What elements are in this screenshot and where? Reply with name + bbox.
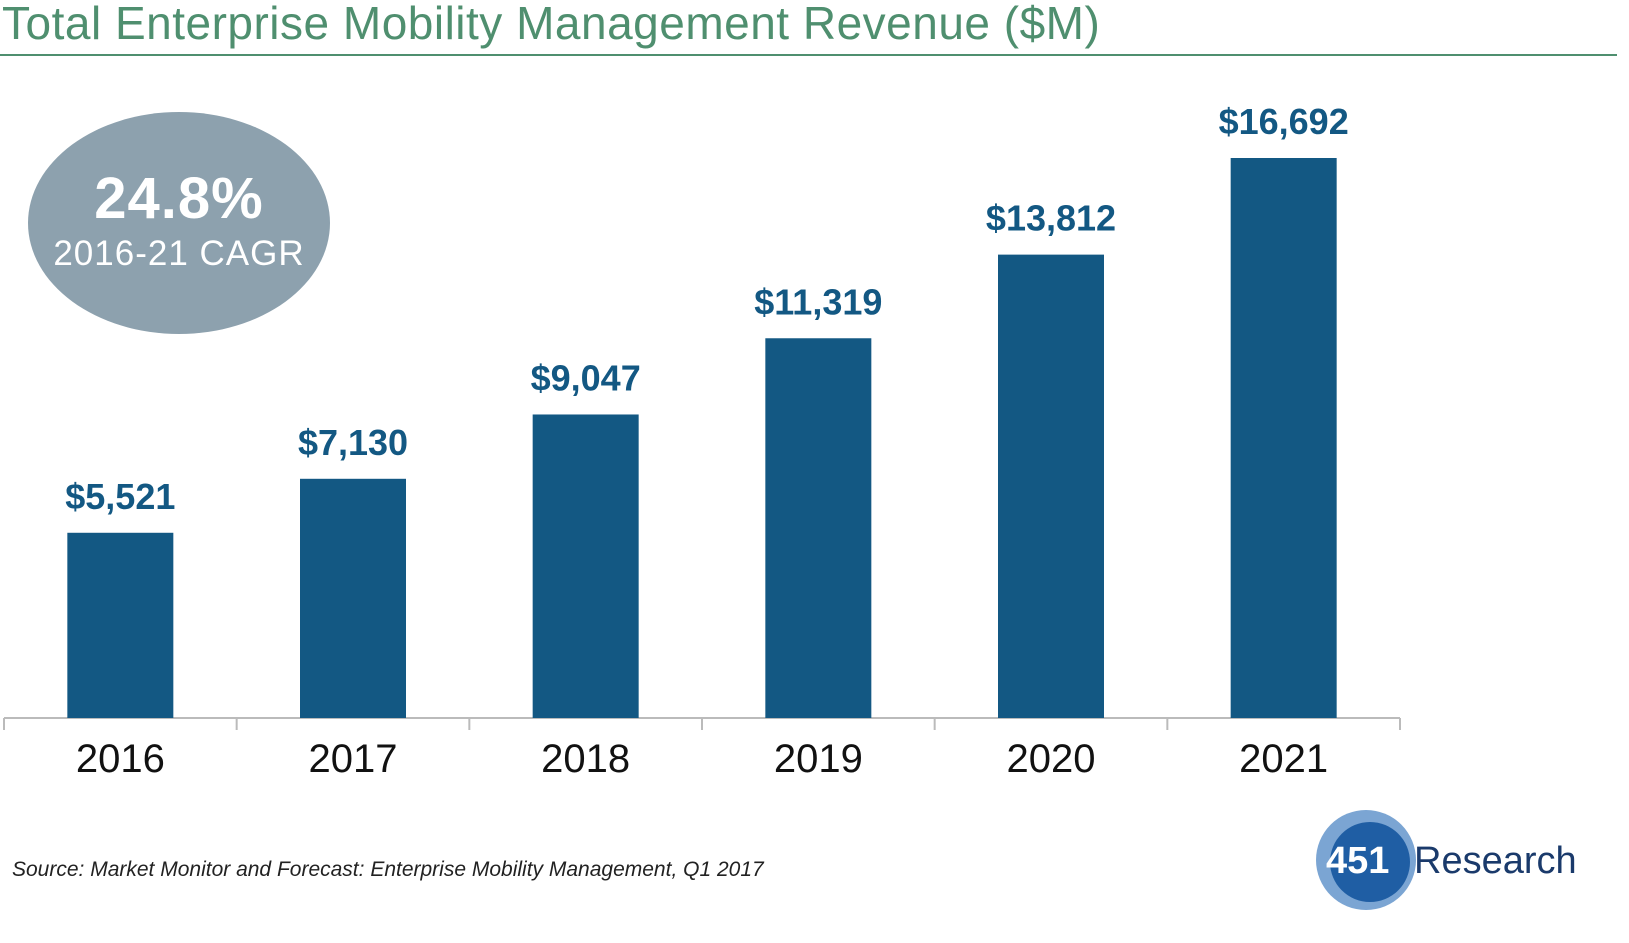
x-tick-label: 2020 — [1007, 737, 1096, 781]
x-tick-label: 2018 — [541, 737, 630, 781]
chart-title: Total Enterprise Mobility Management Rev… — [2, 0, 1101, 49]
cagr-label: 2016-21 CAGR — [53, 233, 305, 273]
bar-value-label: $13,812 — [986, 198, 1116, 239]
logo-wordmark: Research — [1414, 840, 1577, 882]
source-note: Source: Market Monitor and Forecast: Ent… — [12, 858, 764, 881]
bar-2017 — [300, 478, 406, 718]
451-research-logo: 451 Research — [1308, 808, 1618, 918]
bar-value-label: $5,521 — [65, 476, 175, 517]
bar-value-label: $7,130 — [298, 422, 408, 463]
bar-2019 — [765, 338, 872, 718]
bar-2018 — [532, 414, 639, 718]
x-tick-label: 2016 — [76, 737, 165, 781]
bar-2016 — [67, 532, 174, 718]
x-tick-label: 2019 — [774, 737, 863, 781]
bar-2020 — [998, 254, 1104, 718]
bar-value-label: $11,319 — [754, 281, 882, 322]
x-tick-label: 2017 — [309, 737, 398, 781]
cagr-value: 24.8% — [94, 165, 264, 231]
logo-number: 451 — [1326, 840, 1390, 882]
bar-value-label: $9,047 — [531, 357, 641, 398]
x-tick-label: 2021 — [1239, 737, 1328, 781]
bar-2021 — [1230, 158, 1337, 718]
bar-value-label: $16,692 — [1219, 101, 1349, 142]
logo-inner-circle — [1330, 822, 1410, 902]
title-rule — [0, 54, 1617, 56]
cagr-badge: 24.8% 2016-21 CAGR — [28, 112, 330, 334]
